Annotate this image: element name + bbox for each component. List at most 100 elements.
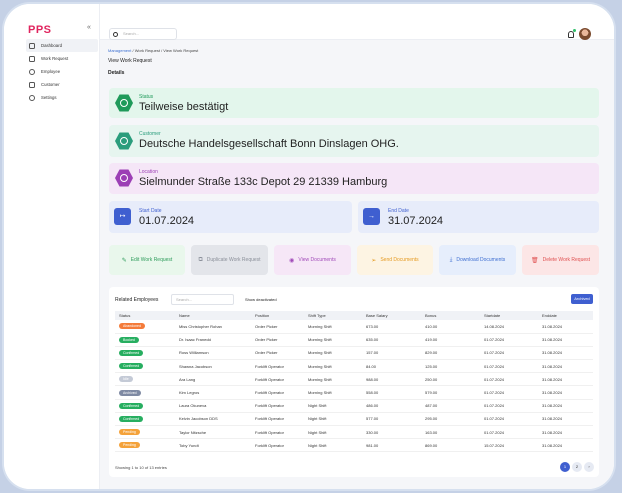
bell-icon[interactable] [568, 31, 574, 38]
send-documents-button[interactable]: ➢ Send Documents [357, 245, 433, 275]
notification-dot [573, 29, 576, 32]
end-cell: 31.08.2024 [538, 320, 593, 334]
sidebar-item-settings[interactable]: Settings [26, 91, 98, 104]
search-icon [113, 31, 118, 37]
copy-icon: ⧉ [198, 256, 203, 263]
start-cell: 15.07.2024 [480, 438, 538, 453]
panel-title: Related Employees [115, 297, 159, 303]
action-label: View Documents [298, 257, 336, 263]
start-date-card: ↦ Start Date 01.07.2024 [109, 201, 352, 233]
shift-cell: Night Shift [304, 438, 362, 453]
table-row[interactable]: Confirmed Shawna Jacobson Forklift Operato… [115, 359, 593, 374]
salary-cell: 673.00 [362, 320, 421, 334]
page-button-1[interactable]: 1 [560, 462, 570, 472]
show-deactivated-toggle[interactable]: Show deactivated [245, 297, 277, 302]
app-window: PPS « Dashboard Work Request Employee Cu… [4, 4, 614, 489]
status-icon [115, 94, 133, 112]
sidebar-item-label: Customer [41, 82, 60, 87]
table-row[interactable]: Archived Kim Legros Forklift Operator Morni… [115, 385, 593, 400]
status-cell: Abandoned [115, 320, 175, 334]
sidebar: PPS « Dashboard Work Request Employee Cu… [4, 4, 100, 489]
column-header[interactable]: Name [175, 311, 251, 320]
page-title: View Work Request [108, 58, 152, 64]
sidebar-item-employee[interactable]: Employee [26, 65, 98, 78]
end-date-card: → End Date 31.07.2024 [358, 201, 599, 233]
table-header-row: Status Name Position Shift Type Base Sal… [115, 311, 593, 320]
table-row[interactable]: Booked Dr. Isaac Franecki Order Picker Morn… [115, 333, 593, 347]
column-header[interactable]: Position [251, 311, 304, 320]
column-header[interactable]: Startdate [480, 311, 538, 320]
sidebar-item-customer[interactable]: Customer [26, 78, 98, 91]
name-cell: Kelvin Jacobson DDS [175, 412, 251, 427]
shift-cell: Morning Shift [304, 346, 362, 361]
bonus-cell: 125.00 [421, 359, 480, 374]
user-icon [29, 68, 35, 75]
sidebar-item-dashboard[interactable]: Dashboard [26, 39, 98, 52]
end-cell: 31.08.2024 [538, 372, 593, 387]
start-cell: 01.07.2024 [480, 412, 538, 427]
customer-icon [115, 132, 133, 150]
download-documents-button[interactable]: ⤓ Download Documents [439, 245, 516, 275]
avatar[interactable] [579, 28, 591, 40]
table-row[interactable]: Confirmed Kelvin Jacobson DDS Forklift Ope… [115, 412, 593, 427]
bonus-cell: 163.00 [421, 425, 480, 440]
end-cell: 31.08.2024 [538, 359, 593, 374]
view-documents-button[interactable]: ◉ View Documents [274, 245, 351, 275]
status-cell: Confirmed [115, 399, 175, 413]
table-row[interactable]: Pending Toby Yundt Forklift Operator Night … [115, 438, 593, 453]
customer-icon [29, 81, 35, 88]
location-pin-icon [115, 169, 133, 187]
employees-table: Status Name Position Shift Type Base Sal… [115, 311, 593, 453]
salary-cell: 157.00 [362, 346, 421, 361]
bonus-cell: 829.00 [421, 346, 480, 361]
duplicate-work-request-button[interactable]: ⧉ Duplicate Work Request [191, 245, 268, 275]
column-header[interactable]: Shift Type [304, 311, 362, 320]
bonus-cell: 419.00 [421, 333, 480, 347]
table-row[interactable]: Abandoned Miss Christopher Rohan Order Pic… [115, 320, 593, 334]
status-badge: Pending [119, 429, 140, 436]
shift-cell: Morning Shift [304, 385, 362, 400]
start-cell: 14.08.2024 [480, 320, 538, 334]
action-label: Send Documents [380, 257, 419, 263]
end-cell: 31.08.2024 [538, 346, 593, 361]
name-cell: Kim Legros [175, 385, 251, 400]
shift-cell: Morning Shift [304, 333, 362, 347]
column-header[interactable]: Bonus [421, 311, 480, 320]
collapse-icon[interactable]: « [87, 24, 91, 31]
customer-card: Customer Deutsche Handelsgesellschaft Bo… [109, 125, 599, 157]
end-date-value: 31.07.2024 [388, 215, 444, 227]
breadcrumb-link[interactable]: Management [108, 48, 132, 53]
location-label: Location [139, 169, 158, 175]
column-header[interactable]: Enddate [538, 311, 593, 320]
bonus-cell: 250.00 [421, 372, 480, 387]
position-cell: Forklift Operator [251, 372, 304, 387]
search-input[interactable]: Search... [109, 28, 177, 40]
status-cell: Confirmed [115, 359, 175, 374]
table-row[interactable]: Idle Ara Lang Forklift Operator Morning Shi… [115, 372, 593, 387]
section-title: Details [108, 70, 125, 76]
position-cell: Forklift Operator [251, 425, 304, 440]
edit-work-request-button[interactable]: ✎ Edit Work Request [109, 245, 185, 275]
column-header[interactable]: Base Salary [362, 311, 421, 320]
table-row[interactable]: Pending Taylor Nitzsche Forklift Operator N… [115, 425, 593, 440]
bonus-cell: 410.00 [421, 320, 480, 334]
name-cell: Miss Christopher Rohan [175, 320, 251, 334]
next-page-button[interactable]: › [584, 462, 594, 472]
location-card: Location Sielmunder Straße 133c Depot 29… [109, 163, 599, 194]
action-label: Edit Work Request [130, 257, 173, 263]
table-row[interactable]: Confirmed Laura Okuneva Forklift Operator N… [115, 399, 593, 413]
page-button-2[interactable]: 2 [572, 462, 582, 472]
employee-search-input[interactable]: Search... [171, 294, 234, 305]
end-cell: 31.08.2024 [538, 425, 593, 440]
salary-cell: 988.00 [362, 372, 421, 387]
delete-work-request-button[interactable]: 🗑 Delete Work Request [522, 245, 599, 275]
position-cell: Forklift Operator [251, 359, 304, 374]
table-row[interactable]: Confirmed Ross Williamson Order Picker Morn… [115, 346, 593, 361]
breadcrumb: Management / Work Request / View Work Re… [108, 48, 198, 53]
archived-button[interactable]: Archived [571, 294, 593, 304]
status-badge: Abandoned [119, 323, 145, 330]
sidebar-item-work-request[interactable]: Work Request [26, 52, 98, 65]
column-header[interactable]: Status [115, 311, 175, 320]
download-icon: ⤓ [449, 256, 453, 263]
status-badge: Booked [119, 336, 139, 343]
